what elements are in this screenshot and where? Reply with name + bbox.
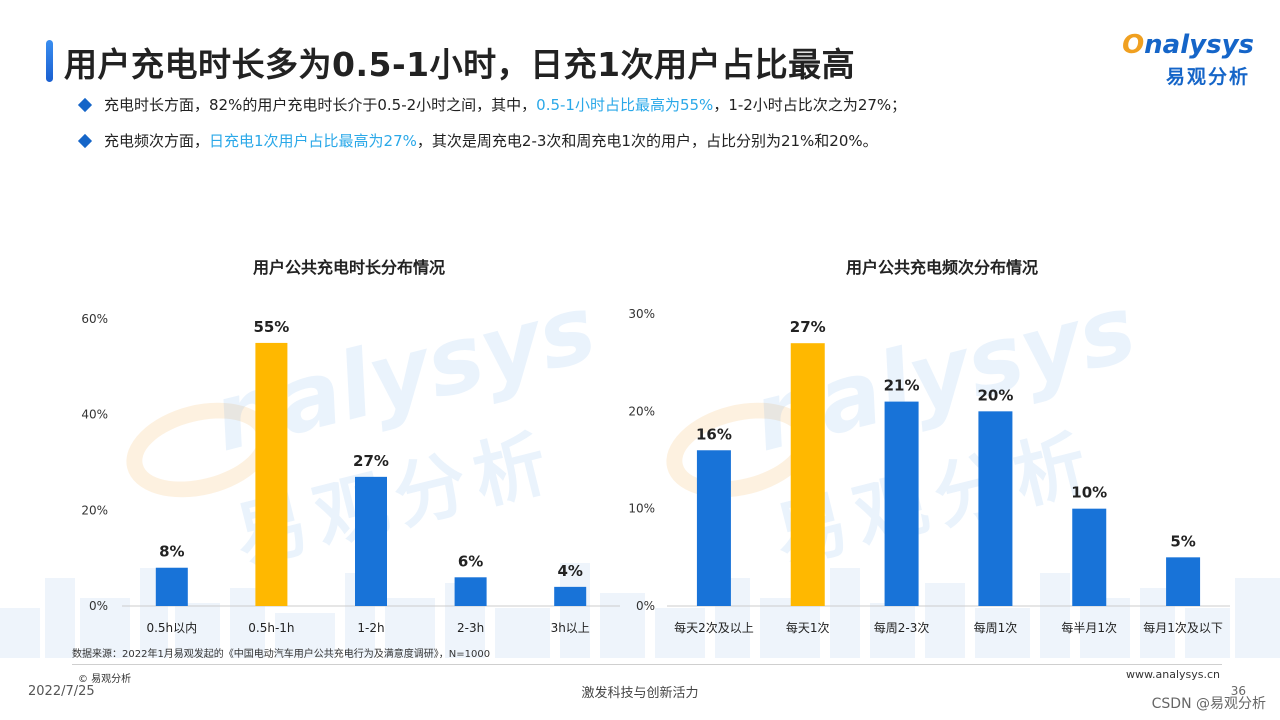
page-number: 36: [1230, 684, 1246, 698]
value-label: 10%: [1071, 484, 1107, 502]
diamond-bullet-icon: [77, 97, 93, 113]
chart-title-frequency: 用户公共充电频次分布情况: [845, 258, 1038, 277]
bar-1-2: [884, 401, 919, 606]
source-credit: CSDN @易观分析: [1151, 696, 1266, 712]
bar-1-3: [978, 411, 1013, 606]
value-label: 16%: [696, 425, 732, 443]
value-label: 5%: [1170, 532, 1195, 550]
bullet-duration: 充电时长方面，82%的用户充电时长介于0.5-2小时之间，其中，0.5-1小时占…: [77, 92, 1198, 128]
summary-bullets: 充电时长方面，82%的用户充电时长介于0.5-2小时之间，其中，0.5-1小时占…: [77, 92, 1198, 164]
y-tick-label: 10%: [628, 502, 655, 516]
category-label: 2-3h: [457, 621, 484, 635]
category-label: 每天1次: [786, 620, 830, 635]
bar-0-3: [454, 577, 487, 606]
bar-1-5: [1166, 557, 1201, 606]
y-tick-label: 30%: [628, 307, 655, 321]
data-source-note: 数据来源：2022年1月易观发起的《中国电动汽车用户公共充电行为及满意度调研》，…: [72, 649, 491, 660]
category-label: 每天2次及以上: [674, 620, 754, 635]
page-title: 用户充电时长多为0.5-1小时，日充1次用户占比最高: [64, 45, 856, 84]
bar-1-4: [1072, 508, 1107, 606]
value-label: 27%: [790, 318, 826, 336]
value-label: 27%: [353, 452, 389, 470]
category-label: 每周1次: [974, 620, 1018, 635]
value-label: 6%: [458, 552, 483, 570]
copyright-text: © 易观分析: [78, 674, 132, 685]
value-label: 21%: [884, 377, 920, 395]
category-label: 每周2-3次: [874, 620, 930, 635]
y-tick-label: 0%: [89, 599, 108, 613]
bullet-frequency: 充电频次方面，日充电1次用户占比最高为27%，其次是周充电2-3次和周充电1次的…: [77, 128, 1198, 164]
logo-chinese-name: 易观分析: [1165, 66, 1250, 88]
website-link[interactable]: www.analysys.cn: [1126, 668, 1220, 681]
category-label: 每月1次及以下: [1143, 620, 1223, 635]
value-label: 4%: [557, 562, 582, 580]
footer-divider: [72, 664, 1222, 665]
bar-0-0: [155, 567, 188, 606]
title-accent-bar: [46, 40, 53, 82]
y-tick-label: 40%: [81, 408, 108, 422]
y-tick-label: 20%: [628, 404, 655, 418]
category-label: 3h以上: [551, 621, 590, 635]
chart-title-duration: 用户公共充电时长分布情况: [252, 258, 445, 277]
bar-0-2: [355, 476, 387, 606]
category-label: 0.5h以内: [146, 621, 197, 635]
value-label: 20%: [977, 386, 1013, 404]
bar-1-0: [696, 450, 731, 606]
y-tick-label: 60%: [81, 312, 108, 326]
analysys-logo: Onalysys 易观分析: [1122, 30, 1254, 92]
value-label: 8%: [159, 543, 184, 561]
y-tick-label: 0%: [636, 599, 655, 613]
bar-0-1: [255, 342, 288, 606]
bar-0-4: [554, 586, 587, 606]
bar-1-1: [790, 343, 825, 606]
frequency-bar-chart: 0% 10% 20% 30% 16% 每天2次及以上 27% 每天1次 21% 每周2-3次 20%…: [628, 307, 1230, 635]
y-tick-label: 20%: [81, 503, 108, 517]
diamond-bullet-icon: [77, 133, 93, 149]
duration-bar-chart: 0% 20% 40% 60% 8% 0.5h以内 55% 0.5h-1h 27% 1-2h 6% 2-…: [81, 312, 620, 635]
footer-slogan: 激发科技与创新活力: [581, 686, 699, 701]
report-date: 2022/7/25: [28, 684, 95, 699]
category-label: 0.5h-1h: [248, 621, 294, 635]
category-label: 1-2h: [357, 621, 384, 635]
logo-wordmark: Onalysys: [1122, 30, 1254, 60]
value-label: 55%: [253, 318, 289, 336]
category-label: 每半月1次: [1061, 620, 1117, 635]
